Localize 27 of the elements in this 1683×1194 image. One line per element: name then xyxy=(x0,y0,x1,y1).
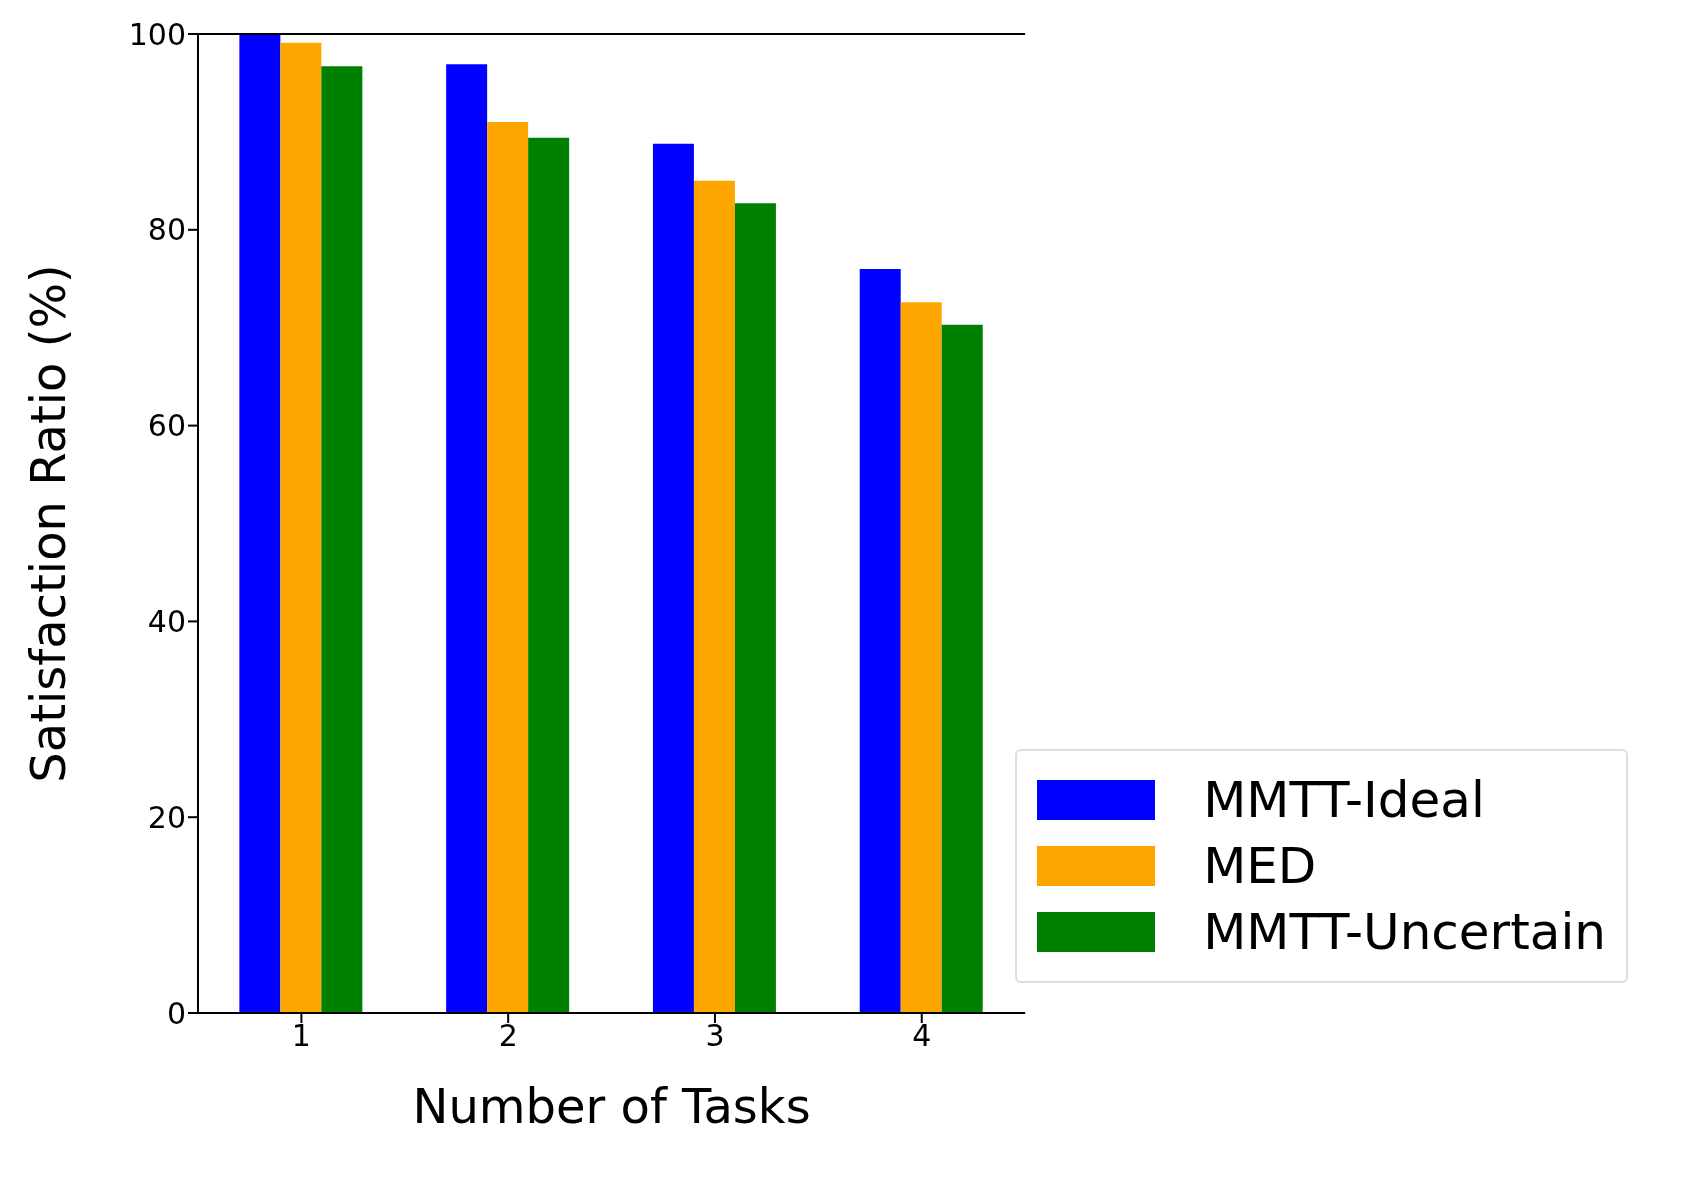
bar xyxy=(239,34,281,1013)
y-tick-label: 0 xyxy=(166,995,186,1031)
bar xyxy=(941,324,983,1013)
bar xyxy=(693,180,735,1013)
bar xyxy=(528,137,570,1013)
y-tick-label: 20 xyxy=(147,799,186,835)
y-tick-label: 100 xyxy=(128,16,186,52)
y-tick-label: 40 xyxy=(147,604,186,640)
bar xyxy=(734,203,776,1013)
x-axis-title: Number of Tasks xyxy=(412,1078,811,1134)
y-tick-label: 60 xyxy=(147,408,186,444)
y-axis-title: Satisfaction Ratio (%) xyxy=(20,264,77,783)
legend-label: MMTT-Ideal xyxy=(1203,771,1485,829)
legend-label: MMTT-Uncertain xyxy=(1203,903,1606,961)
x-tick-label: 2 xyxy=(498,1018,518,1054)
bar xyxy=(900,302,942,1013)
bar xyxy=(487,122,529,1013)
y-tick-label: 80 xyxy=(147,212,186,248)
x-tick-label: 4 xyxy=(912,1018,932,1054)
bar xyxy=(446,64,488,1013)
bar xyxy=(280,42,322,1013)
bar xyxy=(652,143,694,1013)
bar xyxy=(321,66,363,1013)
legend-label: MED xyxy=(1203,837,1317,895)
x-tick-label: 1 xyxy=(291,1018,311,1054)
bar xyxy=(859,268,901,1013)
x-tick-label: 3 xyxy=(705,1018,725,1054)
